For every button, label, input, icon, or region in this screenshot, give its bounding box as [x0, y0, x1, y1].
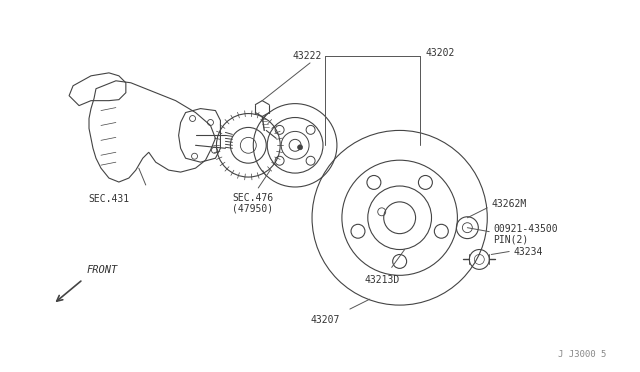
- Text: 43262M: 43262M: [492, 199, 527, 209]
- Text: 43207: 43207: [310, 315, 339, 325]
- Text: J J3000 5: J J3000 5: [558, 350, 607, 359]
- Text: 43234: 43234: [513, 247, 543, 257]
- Text: 43202: 43202: [426, 48, 455, 58]
- Text: PIN(2): PIN(2): [493, 235, 529, 245]
- Text: 00921-43500: 00921-43500: [493, 224, 558, 234]
- Circle shape: [298, 145, 303, 150]
- Text: 43222: 43222: [292, 51, 321, 61]
- Text: FRONT: FRONT: [87, 265, 118, 275]
- Text: SEC.431: SEC.431: [88, 194, 129, 204]
- Text: (47950): (47950): [232, 204, 273, 214]
- Text: SEC.476: SEC.476: [232, 193, 273, 203]
- Text: 43213D: 43213D: [365, 275, 400, 285]
